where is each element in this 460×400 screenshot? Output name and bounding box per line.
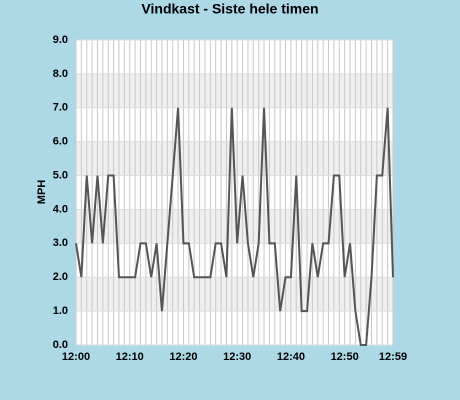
chart-title: Vindkast - Siste hele timen: [141, 1, 318, 17]
x-tick-label: 12:20: [169, 351, 197, 363]
y-tick-label: 5.0: [53, 169, 68, 181]
x-tick-label: 12:59: [379, 351, 407, 363]
x-tick-label: 12:10: [116, 351, 144, 363]
band: [76, 277, 393, 312]
line: [75, 107, 394, 346]
x-tick-label: 12:00: [62, 351, 90, 363]
y-tick-label: 1.0: [53, 305, 68, 317]
y-tick-label: 4.0: [53, 203, 68, 215]
band: [76, 209, 393, 244]
y-tick-label: 9.0: [53, 34, 68, 46]
y-axis-label: MPH: [36, 180, 48, 205]
y-tick-label: 2.0: [53, 271, 68, 283]
band: [76, 73, 393, 108]
x-tick-label: 12:50: [331, 351, 359, 363]
y-tick-label: 3.0: [53, 237, 68, 249]
y-tick-label: 8.0: [53, 68, 68, 80]
x-tick-label: 12:30: [223, 351, 251, 363]
y-tick-label: 0.0: [53, 339, 68, 351]
y-tick-label: 7.0: [53, 102, 68, 114]
x-tick-label: 12:40: [277, 351, 305, 363]
y-tick-label: 6.0: [53, 136, 68, 148]
